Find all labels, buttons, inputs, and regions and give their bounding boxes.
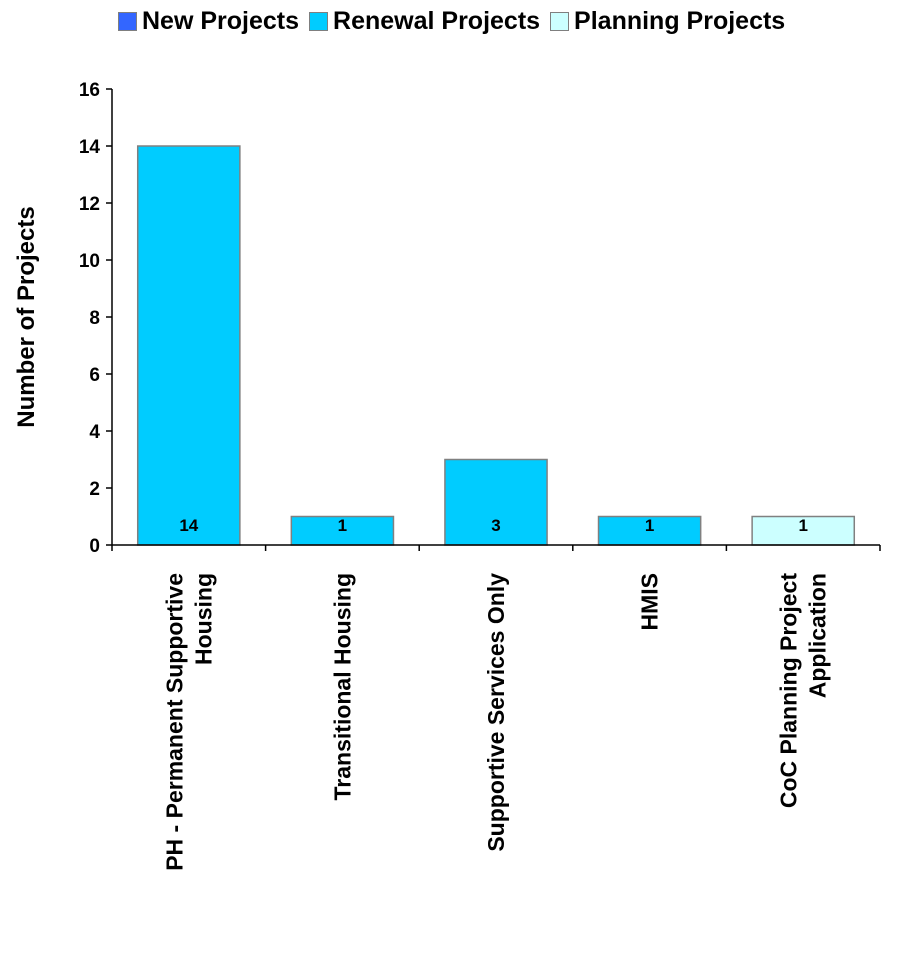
- y-tick-label: 12: [79, 194, 100, 215]
- x-tick-label-line: Supportive Services Only: [483, 573, 509, 852]
- x-tick-label: CoC Planning Project Application: [776, 573, 831, 808]
- y-tick-label: 14: [79, 137, 101, 158]
- x-tick-label-line: Transitional Housing: [329, 573, 355, 800]
- y-tick-label: 6: [89, 365, 100, 386]
- bar: [444, 458, 548, 546]
- x-tick-label: Supportive Services Only: [483, 573, 509, 852]
- legend-label-planning-projects: Planning Projects: [574, 6, 786, 35]
- y-tick-label: 10: [79, 251, 100, 272]
- legend-item-new-projects: New Projects: [118, 7, 299, 36]
- axes-group: 0 2 4 6 8 10 12 14 16 PH - Permanent Supportive Ho…: [79, 80, 881, 871]
- legend-swatch-new-projects: [118, 11, 137, 31]
- x-tick-label: HMIS: [637, 573, 663, 631]
- y-tick-label: 8: [89, 308, 100, 329]
- bar: [751, 515, 856, 546]
- x-tick-label-line: PH - Permanent Supportive: [161, 573, 187, 871]
- data-label: 1: [338, 516, 347, 535]
- data-label: 1: [798, 516, 807, 535]
- y-axis-title: Number of Projects: [13, 206, 40, 427]
- y-tick-label: 2: [89, 479, 100, 500]
- x-tick-label-line: HMIS: [637, 573, 663, 631]
- y-tick-label: 4: [89, 422, 100, 443]
- legend-label-renewal-projects: Renewal Projects: [333, 6, 541, 35]
- bars-group: 14 1 3 1 1: [136, 145, 856, 546]
- legend-swatch-planning-projects: [550, 11, 570, 31]
- x-tick-label-line: CoC Planning Project: [776, 573, 802, 808]
- y-tick-label: 0: [89, 536, 100, 557]
- bar: [597, 515, 702, 546]
- legend-item-renewal-projects: Renewal Projects: [309, 7, 540, 36]
- data-label: 3: [491, 516, 500, 535]
- y-tick-label: 16: [79, 80, 100, 101]
- bar: [136, 145, 241, 546]
- x-tick-label-line: Application: [805, 573, 831, 698]
- legend-swatch-renewal-projects: [309, 11, 329, 31]
- legend: New Projects Renewal Projects Planning P…: [118, 4, 795, 38]
- data-label: 1: [645, 516, 654, 535]
- legend-label-new-projects: New Projects: [142, 6, 300, 35]
- bar: [290, 515, 395, 546]
- x-tick-label: Transitional Housing: [329, 573, 355, 800]
- legend-item-planning-projects: Planning Projects: [550, 7, 785, 36]
- x-tick-label-line: Housing: [190, 573, 216, 665]
- data-label: 14: [179, 516, 198, 535]
- x-tick-label: PH - Permanent Supportive Housing: [161, 573, 216, 871]
